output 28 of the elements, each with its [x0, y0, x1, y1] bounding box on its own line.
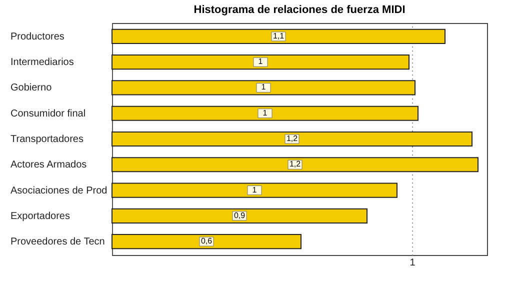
- data-label: 1,2: [289, 160, 302, 169]
- bar: [112, 131, 472, 147]
- data-label: 1: [262, 108, 268, 118]
- data-label: 0,6: [200, 236, 213, 246]
- data-label: 1: [261, 82, 266, 92]
- bar: [112, 208, 368, 224]
- bar: [112, 234, 302, 250]
- bar: [112, 80, 416, 96]
- bar: [112, 28, 446, 44]
- bar: [112, 54, 410, 70]
- y-tick-label: Productores: [10, 31, 64, 42]
- y-tick-label: Asociaciones de Prod: [10, 185, 108, 196]
- bar: [112, 157, 478, 172]
- data-label: 1,1: [272, 31, 285, 40]
- y-tick-label: Exportadores: [10, 210, 70, 222]
- data-label: 1: [258, 57, 264, 66]
- y-tick-label: Consumidor final: [10, 108, 86, 120]
- bar: [112, 106, 418, 121]
- chart-title: Histograma de relaciones de fuerza MIDI: [194, 4, 406, 16]
- data-label: 0,9: [234, 210, 246, 220]
- y-tick-label: Transportadores: [10, 134, 84, 145]
- y-tick-label: Intermediarios: [10, 57, 74, 68]
- data-label: 1,2: [286, 134, 298, 143]
- y-tick-label: Gobierno: [10, 82, 52, 94]
- y-tick-label: Proveedores de Tecn: [10, 236, 105, 248]
- data-label: 1: [252, 185, 258, 194]
- y-tick-label: Actores Armados: [10, 160, 87, 171]
- bar: [112, 182, 398, 198]
